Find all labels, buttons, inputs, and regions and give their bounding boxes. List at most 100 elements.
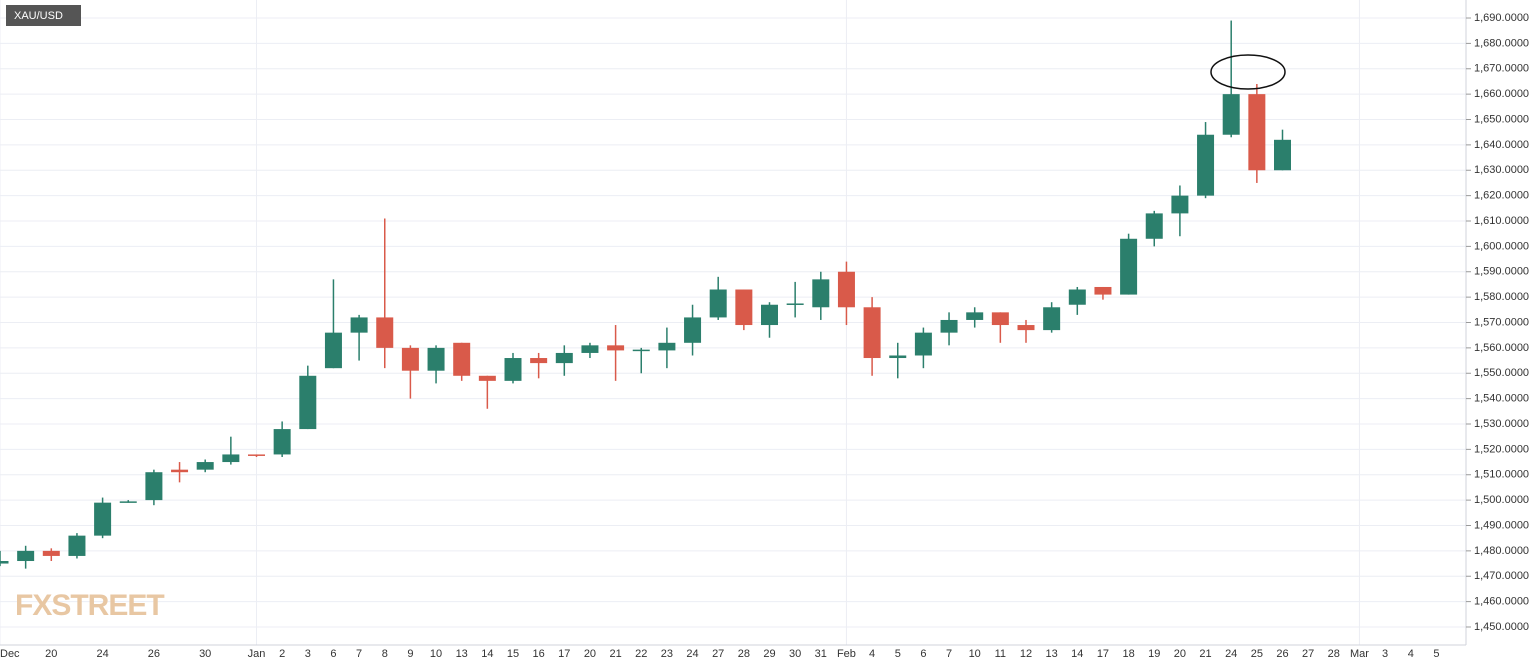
x-tick-label: 4 <box>1408 648 1414 660</box>
candle-body <box>1197 134 1215 196</box>
x-tick-label: 25 <box>1251 648 1263 660</box>
y-tick-label: 1,490.0000 <box>1474 519 1529 531</box>
candle-body <box>94 502 112 536</box>
y-tick-label: 1,540.0000 <box>1474 393 1529 405</box>
x-tick-label: 16 <box>533 648 545 660</box>
candle-body <box>248 454 265 456</box>
y-tick-label: 1,660.0000 <box>1474 88 1529 100</box>
candle-body <box>1068 289 1086 305</box>
y-tick-label: 1,450.0000 <box>1474 621 1529 633</box>
watermark: FXSTREET <box>15 589 164 622</box>
x-tick-label: 29 <box>763 648 775 660</box>
candle-body <box>196 462 214 470</box>
y-tick-label: 1,510.0000 <box>1474 469 1529 481</box>
x-tick-label: 2 <box>279 648 285 660</box>
candle-body <box>299 375 317 430</box>
y-tick-label: 1,670.0000 <box>1474 63 1529 75</box>
candle-body <box>42 550 60 556</box>
y-tick-label: 1,610.0000 <box>1474 215 1529 227</box>
annotation-ellipse <box>1210 54 1286 90</box>
candle-body <box>17 550 35 562</box>
x-tick-label: 6 <box>920 648 926 660</box>
candle-body <box>889 355 907 359</box>
candle-body <box>376 317 394 348</box>
x-tick-label: 18 <box>1122 648 1134 660</box>
candle-body <box>761 304 778 326</box>
x-tick-label: 11 <box>995 648 1006 660</box>
x-tick-label: 22 <box>635 648 647 660</box>
y-tick-label: 1,460.0000 <box>1474 596 1529 608</box>
x-tick-label: 31 <box>815 648 827 660</box>
candle-body <box>0 561 9 564</box>
candle-body <box>786 303 804 305</box>
y-tick-label: 1,690.0000 <box>1474 12 1529 24</box>
candle-body <box>1094 286 1112 295</box>
title-box <box>6 5 81 26</box>
candle-body <box>504 358 522 381</box>
y-tick-label: 1,600.0000 <box>1474 240 1529 252</box>
x-tick-label: 13 <box>1046 648 1058 660</box>
x-tick-label: 21 <box>1199 648 1211 660</box>
candle-body <box>709 289 727 318</box>
x-tick-label: 30 <box>789 648 801 660</box>
x-tick-label: 9 <box>407 648 413 660</box>
x-tick-label: 28 <box>1328 648 1340 660</box>
x-tick-label: 23 <box>661 648 673 660</box>
x-tick-label: 6 <box>330 648 336 660</box>
x-tick-label: 10 <box>430 648 442 660</box>
candle-body <box>171 469 189 473</box>
x-tick-label: 14 <box>1071 648 1083 660</box>
x-tick-label: 5 <box>1433 648 1439 660</box>
y-tick-label: 1,480.0000 <box>1474 545 1529 557</box>
candle-body <box>1017 325 1035 331</box>
candle-body <box>1248 94 1266 171</box>
y-tick-label: 1,590.0000 <box>1474 266 1529 278</box>
x-tick-label: Feb <box>837 648 856 660</box>
candle-body <box>427 347 445 371</box>
y-tick-label: 1,640.0000 <box>1474 139 1529 151</box>
x-tick-label: 3 <box>1382 648 1388 660</box>
x-tick-label: 7 <box>946 648 952 660</box>
y-tick-label: 1,520.0000 <box>1474 443 1529 455</box>
x-tick-label: 26 <box>148 648 160 660</box>
x-tick-label: 17 <box>558 648 570 660</box>
candle-body <box>530 358 548 364</box>
x-tick-label: 19 <box>1148 648 1160 660</box>
candle-body <box>555 352 573 364</box>
y-tick-label: 1,570.0000 <box>1474 316 1529 328</box>
x-tick-label: 14 <box>481 648 493 660</box>
y-tick-label: 1,550.0000 <box>1474 367 1529 379</box>
candle-body <box>68 535 86 556</box>
x-tick-label: 21 <box>609 648 621 660</box>
candle-body <box>684 317 702 343</box>
candle-body <box>324 332 342 369</box>
candle-body <box>1145 213 1163 239</box>
x-tick-label: 20 <box>1174 648 1186 660</box>
y-tick-label: 1,560.0000 <box>1474 342 1529 354</box>
x-tick-label: 20 <box>584 648 596 660</box>
x-tick-label: 27 <box>712 648 724 660</box>
candle-body <box>222 454 240 463</box>
x-tick-label: 10 <box>969 648 981 660</box>
candle-body <box>453 342 471 376</box>
candle-body <box>1120 238 1138 295</box>
candle-body <box>940 319 958 333</box>
x-tick-label: 5 <box>895 648 901 660</box>
candle-body <box>478 375 496 381</box>
candle-body <box>735 289 753 326</box>
x-tick-label: 24 <box>96 648 108 660</box>
x-tick-label: 30 <box>199 648 211 660</box>
candle-body <box>607 345 625 351</box>
y-tick-label: 1,470.0000 <box>1474 570 1529 582</box>
candle-body <box>145 472 163 501</box>
candles <box>0 20 1291 569</box>
y-tick-label: 1,650.0000 <box>1474 113 1529 125</box>
candle-body <box>863 307 881 359</box>
x-tick-label: Jan <box>248 648 266 660</box>
candle-body <box>119 501 137 503</box>
y-tick-label: 1,530.0000 <box>1474 418 1529 430</box>
x-tick-label: 7 <box>356 648 362 660</box>
candle-body <box>812 279 830 308</box>
y-tick-label: 1,500.0000 <box>1474 494 1529 506</box>
